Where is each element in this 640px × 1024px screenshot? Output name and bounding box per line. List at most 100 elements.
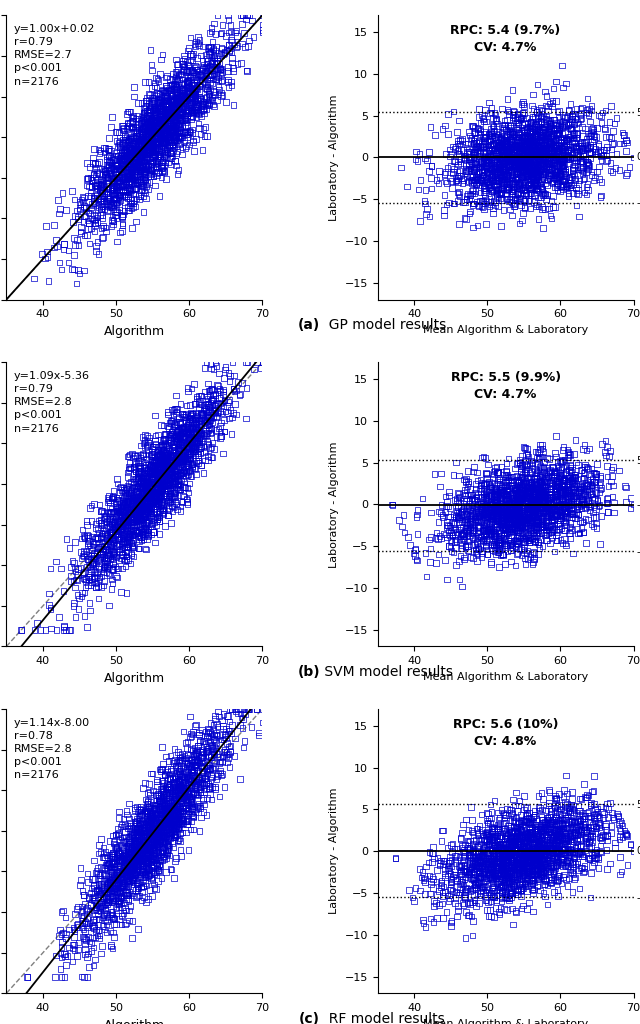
Point (488, 136, 498, 153)
Point (96, 515, 106, 531)
Point (541, 466, 551, 482)
Point (511, 487, 521, 504)
Point (527, 835, 537, 851)
Point (543, 844, 553, 860)
Point (136, 805, 146, 821)
Point (518, 162, 528, 178)
Point (148, 148, 158, 165)
Point (129, 191, 139, 208)
Point (538, 460, 548, 476)
Point (561, 831, 571, 848)
Point (561, 164, 571, 180)
Point (542, 500, 552, 516)
Point (189, 460, 199, 476)
Point (191, 80, 202, 96)
Point (161, 442, 172, 459)
Point (477, 531, 488, 548)
Point (150, 496, 160, 512)
Point (186, 468, 196, 484)
Point (514, 189, 524, 206)
Point (163, 806, 173, 822)
Point (161, 808, 171, 824)
Point (518, 834, 528, 850)
Point (493, 134, 504, 151)
Point (102, 152, 112, 168)
Point (113, 846, 123, 862)
Point (502, 497, 512, 513)
Point (168, 822, 178, 839)
Point (513, 158, 523, 174)
Point (217, 63, 227, 80)
Point (516, 862, 527, 879)
Point (151, 495, 161, 511)
Point (551, 118, 561, 134)
Point (613, 809, 623, 825)
Point (447, 836, 458, 852)
Point (541, 118, 551, 134)
Point (143, 110, 154, 126)
Point (142, 104, 152, 121)
Point (199, 100, 209, 117)
Point (508, 139, 518, 156)
Point (544, 483, 554, 500)
Point (124, 169, 134, 185)
Point (474, 154, 484, 170)
Point (213, 86, 223, 102)
Point (111, 568, 121, 585)
Point (577, 824, 587, 841)
Point (156, 129, 166, 145)
Point (193, 738, 204, 755)
Point (179, 748, 189, 764)
Point (562, 838, 572, 854)
Point (134, 506, 144, 522)
Point (99, 139, 109, 156)
Point (194, 37, 204, 53)
Point (499, 901, 509, 918)
Point (145, 843, 156, 859)
Point (468, 841, 479, 857)
Point (127, 885, 137, 901)
Point (163, 155, 173, 171)
Point (78, 569, 88, 586)
Point (153, 481, 163, 498)
Point (552, 849, 563, 865)
Point (506, 527, 516, 544)
Point (126, 822, 136, 839)
Point (509, 503, 520, 519)
Point (605, 855, 615, 871)
Point (475, 169, 485, 185)
Point (513, 138, 524, 155)
Point (502, 509, 512, 525)
Point (130, 471, 140, 487)
Point (552, 117, 562, 133)
Point (536, 150, 546, 166)
Point (497, 849, 508, 865)
Point (157, 452, 167, 468)
Point (156, 118, 166, 134)
Point (509, 516, 519, 532)
Point (182, 770, 192, 786)
Point (148, 505, 158, 521)
Point (104, 166, 115, 182)
Point (482, 153, 492, 169)
Point (535, 146, 545, 163)
Point (500, 126, 511, 142)
Point (95, 903, 106, 920)
Point (554, 137, 564, 154)
Point (487, 820, 497, 837)
Point (442, 494, 452, 510)
Point (134, 863, 145, 880)
Point (158, 502, 168, 518)
Point (492, 866, 502, 883)
Point (525, 144, 535, 161)
Point (209, 66, 219, 82)
Point (185, 452, 195, 468)
Point (525, 151, 535, 167)
Point (496, 496, 506, 512)
Point (243, 354, 253, 371)
Point (511, 516, 522, 532)
Point (136, 140, 146, 157)
Point (536, 505, 547, 521)
Point (497, 138, 508, 155)
Point (567, 826, 577, 843)
